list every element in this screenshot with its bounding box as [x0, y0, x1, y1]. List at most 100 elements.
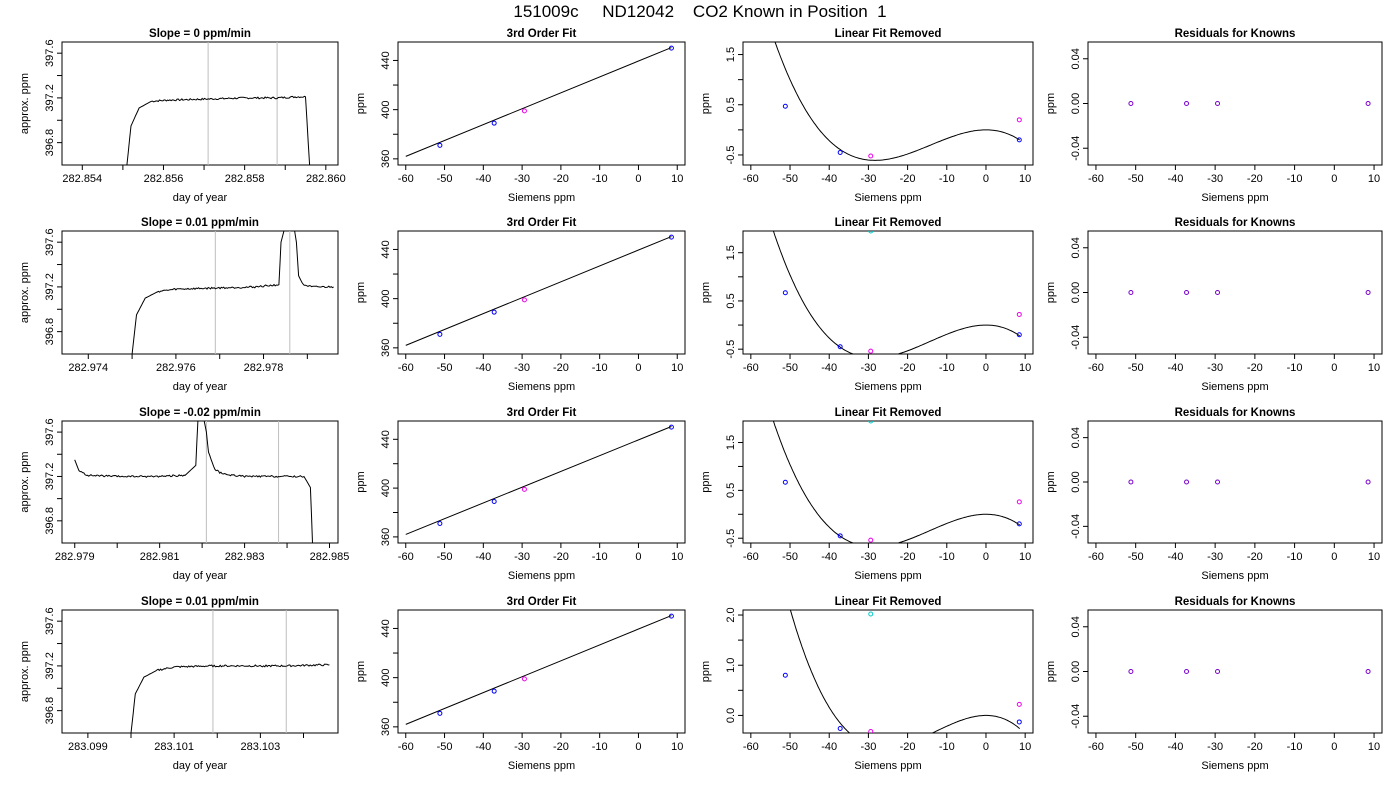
panel-title: Residuals for Knowns [1175, 217, 1296, 229]
fit-line [405, 47, 672, 157]
x-tick-label: -30 [860, 741, 876, 753]
data-point [1365, 479, 1371, 485]
x-axis-label: Siemens ppm [1201, 570, 1268, 582]
panel-title: 3rd Order Fit [507, 596, 577, 608]
y-tick-label: 400 [380, 668, 392, 686]
x-axis-label: Siemens ppm [1201, 760, 1268, 772]
panel-title: Linear Fit Removed [835, 28, 942, 40]
data-point [491, 120, 497, 126]
y-tick-label: 400 [380, 100, 392, 118]
y-tick-label: 397.6 [44, 39, 56, 67]
x-tick-label: -50 [782, 362, 798, 374]
data-point [868, 231, 874, 234]
panel-title: Slope = -0.02 ppm/min [139, 407, 261, 419]
x-tick-label: 282.974 [68, 362, 108, 374]
plot-area [774, 42, 1022, 161]
y-axis-label: approx. ppm [19, 73, 31, 134]
plot-area [1128, 101, 1371, 106]
panel-title: Linear Fit Removed [835, 407, 942, 419]
panel-third-order-fit-row-3: 3rd Order Fit -60 -50 -40 -30 -20 -10 0 10 360 400… [355, 407, 686, 582]
x-tick-label: -30 [1207, 362, 1223, 374]
x-tick-label: 283.103 [240, 741, 280, 753]
y-tick-label: 360 [380, 339, 392, 357]
x-tick-label: 0 [635, 551, 641, 563]
x-tick-label: -50 [782, 551, 798, 563]
plot-frame [397, 41, 686, 166]
x-tick-label: -50 [437, 173, 453, 185]
y-tick-label: 396.8 [44, 129, 56, 157]
data-point [1016, 719, 1022, 725]
x-tick-label: 0 [635, 362, 641, 374]
y-axis-label: ppm [700, 93, 712, 114]
x-tick-label: 10 [671, 362, 683, 374]
x-tick-label: -20 [553, 173, 569, 185]
series-line [130, 663, 330, 733]
y-tick-label: 440 [380, 240, 392, 258]
data-point [1184, 101, 1190, 106]
y-tick-label: 396.8 [44, 318, 56, 346]
x-axis-label: Siemens ppm [508, 760, 575, 772]
data-point [491, 499, 497, 505]
y-tick-label: -0.5 [725, 340, 737, 359]
data-point [837, 344, 843, 350]
y-tick-label: -0.04 [1070, 325, 1082, 350]
x-tick-label: -40 [475, 173, 491, 185]
plot-frame [1087, 609, 1383, 734]
y-tick-label: 397.2 [44, 273, 56, 301]
plot-frame [61, 609, 339, 734]
y-axis-label: ppm [1045, 471, 1057, 492]
plot-area [130, 610, 330, 733]
x-axis-label: Siemens ppm [854, 192, 921, 204]
x-tick-label: -20 [1247, 173, 1263, 185]
x-tick-label: 0 [983, 173, 989, 185]
data-point [668, 234, 674, 240]
x-tick-label: -30 [1207, 173, 1223, 185]
data-point [782, 672, 788, 678]
y-tick-label: 360 [380, 150, 392, 168]
y-tick-label: -0.04 [1070, 136, 1082, 161]
y-axis-label: ppm [1045, 661, 1057, 682]
data-point [1184, 479, 1190, 485]
x-tick-label: 10 [1019, 362, 1031, 374]
x-tick-label: -40 [475, 362, 491, 374]
x-tick-label: -30 [860, 362, 876, 374]
x-tick-label: -40 [1167, 173, 1183, 185]
y-tick-label: 397.6 [44, 418, 56, 446]
panel-residuals-row-4: Residuals for Knowns -60 -50 -40 -30 -20 -10 0 1… [1045, 596, 1383, 772]
y-tick-label: 0.5 [725, 97, 737, 112]
x-tick-label: -40 [821, 173, 837, 185]
panel-time-series-row-2: Slope = 0.01 ppm/min 282.974 282.976 282.97… [19, 217, 339, 393]
x-tick-label: -60 [743, 362, 759, 374]
data-point [1215, 290, 1221, 295]
panel-linear-fit-removed-row-1: Linear Fit Removed -60 -50 -40 -30 -20 -10 0 10 -… [700, 28, 1034, 204]
x-tick-label: -20 [900, 173, 916, 185]
y-tick-label: 396.8 [44, 697, 56, 725]
x-tick-label: 282.983 [225, 551, 265, 563]
x-tick-label: 10 [1368, 362, 1380, 374]
fit-line [405, 236, 672, 346]
plot-area [405, 613, 674, 725]
x-tick-label: -10 [939, 741, 955, 753]
panel-residuals-row-2: Residuals for Knowns -60 -50 -40 -30 -20 -10 0 1… [1045, 217, 1383, 393]
data-point [1016, 701, 1022, 707]
fit-curve [774, 42, 1020, 161]
x-tick-label: 282.860 [306, 173, 346, 185]
x-tick-label: 10 [671, 741, 683, 753]
data-point [521, 108, 527, 114]
panel-time-series-row-3: Slope = -0.02 ppm/min 282.979 282.981 282.9… [19, 407, 349, 582]
x-tick-label: 282.978 [244, 362, 284, 374]
data-point [868, 728, 874, 733]
x-tick-label: -20 [900, 741, 916, 753]
x-tick-label: -40 [821, 741, 837, 753]
plot-frame [397, 420, 686, 544]
y-axis-label: ppm [355, 471, 367, 492]
panel-title: Residuals for Knowns [1175, 407, 1296, 419]
y-tick-label: -0.04 [1070, 514, 1082, 539]
plot-area [1128, 290, 1371, 295]
x-tick-label: -20 [1247, 362, 1263, 374]
fit-line [405, 615, 672, 725]
data-point [782, 103, 788, 109]
x-tick-label: 282.981 [140, 551, 180, 563]
x-tick-label: -40 [1167, 741, 1183, 753]
y-axis-label: approx. ppm [19, 451, 31, 512]
